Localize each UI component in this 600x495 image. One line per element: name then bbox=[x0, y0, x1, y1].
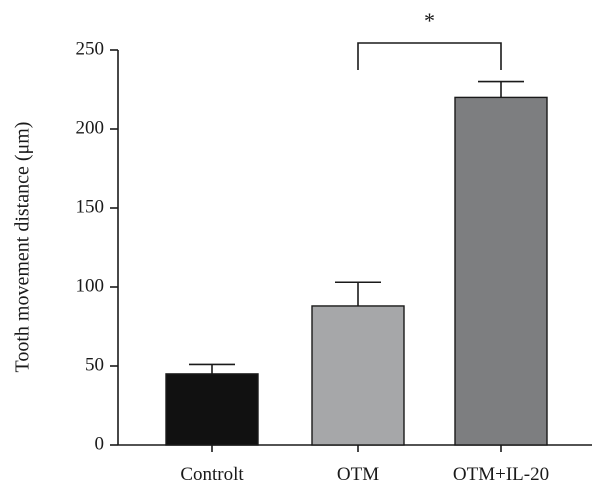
y-ticks: 0 50 100 150 200 250 bbox=[76, 38, 118, 454]
y-tick-label: 100 bbox=[76, 275, 105, 296]
bar-controlt bbox=[165, 373, 259, 446]
x-tick-label: OTM bbox=[337, 464, 379, 485]
significance-star: * bbox=[424, 8, 435, 33]
x-tick-labels: Controlt OTM OTM+IL-20 bbox=[180, 445, 549, 485]
error-bars bbox=[189, 80, 524, 374]
bar-otm bbox=[311, 305, 405, 446]
y-tick-label: 0 bbox=[95, 433, 105, 454]
significance-line bbox=[357, 42, 502, 70]
bar-otm-il-20 bbox=[454, 96, 548, 446]
y-tick-label: 50 bbox=[85, 354, 104, 375]
y-axis-title: Tooth movement distance (μm) bbox=[12, 122, 34, 373]
x-tick-label: OTM+IL-20 bbox=[453, 464, 549, 485]
y-tick-label: 200 bbox=[76, 117, 105, 138]
y-tick-label: 250 bbox=[76, 38, 105, 59]
y-tick-label: 150 bbox=[76, 196, 105, 217]
x-tick-label: Controlt bbox=[180, 464, 244, 485]
significance-bracket: * bbox=[357, 8, 502, 70]
bars bbox=[165, 96, 548, 446]
